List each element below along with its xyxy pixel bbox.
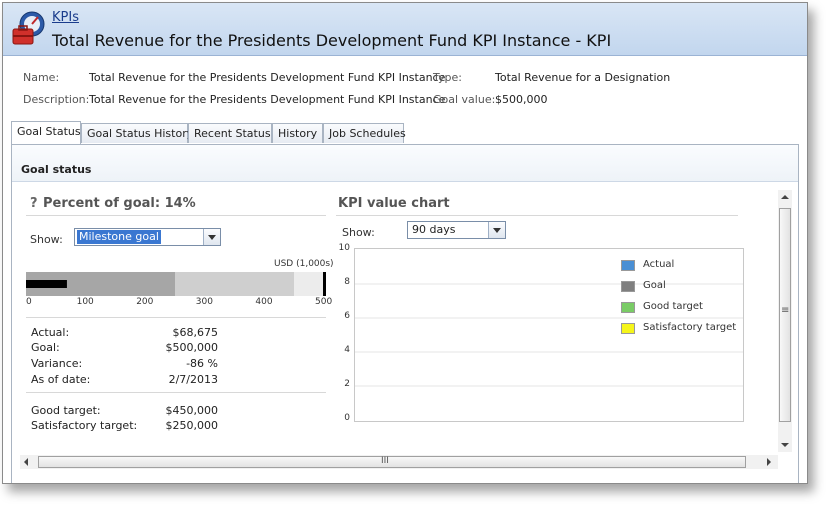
tab-goal-status[interactable]: Goal Status [11,121,81,144]
chart-show-label: Show: [342,226,375,239]
y-tick-label: 2 [344,379,350,389]
section-title: Goal status [21,163,92,176]
divider [26,215,326,216]
legend-label: Goal [643,280,666,291]
y-tick-label: 6 [344,311,350,321]
description-label: Description: [23,93,90,106]
goal-value-label: Goal value: [433,93,496,106]
legend-label: Good target [643,301,703,312]
show-milestone-select[interactable]: Milestone goal [74,228,221,246]
name-label: Name: [23,71,60,84]
tab-job-schedules[interactable]: Job Schedules [323,123,406,143]
vertical-scroll-thumb[interactable]: ≡ [779,208,791,422]
vertical-scroll-grip: ≡ [781,305,790,316]
variance-value: -86 % [186,357,218,370]
satisfactory-target-label: Satisfactory target: [31,419,138,432]
goal-band [294,272,324,296]
show-days-value: 90 days [412,223,456,236]
vertical-scrollbar[interactable]: ≡ [778,190,792,452]
good-target-value: $450,000 [165,404,219,417]
scroll-up-arrow[interactable] [779,190,791,204]
as-of-date-value: 2/7/2013 [168,373,218,386]
breadcrumb-kpis-link[interactable]: KPIs [52,10,79,25]
kpi-chart-title: KPI value chart [338,196,450,211]
description-value: Total Revenue for the Presidents Develop… [89,93,446,106]
y-tick-label: 4 [344,345,350,355]
y-tick-label: 8 [344,277,350,287]
kpi-value-chart: Actual Goal Good target Satisfactory target [354,248,744,422]
legend-swatch [621,302,635,313]
goal-stat-value: $500,000 [165,341,219,354]
divider [336,215,738,216]
actual-label: Actual: [31,326,70,339]
horizontal-scrollbar[interactable]: III [20,455,778,469]
bullet-tick-label: 400 [255,297,273,307]
tab-goal-status-history[interactable]: Goal Status History [81,123,193,143]
horizontal-scroll-grip: III [381,456,389,466]
tab-history[interactable]: History [272,123,323,143]
bullet-tick-row: 0 100 200 300 400 500 [26,297,332,311]
chart-gridlines [355,283,743,387]
page-title: Total Revenue for the Presidents Develop… [52,31,612,50]
bullet-tick-label: 300 [195,297,213,307]
good-band [175,272,295,296]
variance-label: Variance: [31,357,83,370]
chevron-down-icon[interactable] [203,229,220,245]
kpi-briefcase-icon [12,11,45,45]
unit-label: USD (1,000s) [274,259,334,269]
name-value: Total Revenue for the Presidents Develop… [89,71,446,84]
good-target-label: Good target: [31,404,101,417]
as-of-date-label: As of date: [31,373,91,386]
page-header: KPIs Total Revenue for the Presidents De… [3,3,807,56]
legend-label: Actual [643,259,675,270]
legend-swatch [621,281,635,292]
show-days-select[interactable]: 90 days [407,221,506,239]
legend-swatch [621,260,635,271]
bullet-gauge [26,272,326,296]
goal-status-panel: Goal status ? Percent of goal: 14% Show:… [11,144,799,483]
legend-label: Satisfactory target [643,322,737,333]
y-tick-label: 10 [338,243,350,253]
y-tick-label: 0 [344,413,350,423]
show-label: Show: [30,233,63,246]
goal-value: $500,000 [495,93,548,106]
divider [26,317,326,318]
actual-value: $68,675 [172,326,219,339]
goal-marker [323,272,326,296]
scroll-right-arrow[interactable] [762,456,776,468]
legend-swatch [621,323,635,334]
show-milestone-value: Milestone goal [77,230,161,244]
section-header: Goal status [12,145,798,182]
percent-of-goal-title: Percent of goal: 14% [43,196,196,211]
help-icon[interactable]: ? [30,196,38,211]
bullet-tick-label: 0 [26,297,32,307]
bullet-tick-label: 500 [315,297,333,307]
scroll-down-arrow[interactable] [779,438,791,452]
type-value: Total Revenue for a Designation [495,71,671,84]
type-label: Type: [433,71,462,84]
chevron-down-icon[interactable] [488,222,505,238]
divider [26,392,326,393]
tab-recent-status[interactable]: Recent Status [188,123,272,143]
goal-label: Goal: [31,341,60,354]
horizontal-scroll-thumb[interactable]: III [38,456,746,468]
satisfactory-target-value: $250,000 [165,419,219,432]
bullet-tick-label: 200 [136,297,154,307]
bullet-tick-label: 100 [76,297,94,307]
actual-bar [26,280,67,288]
kpi-window: KPIs Total Revenue for the Presidents De… [2,2,808,484]
scroll-left-arrow[interactable] [20,456,34,468]
